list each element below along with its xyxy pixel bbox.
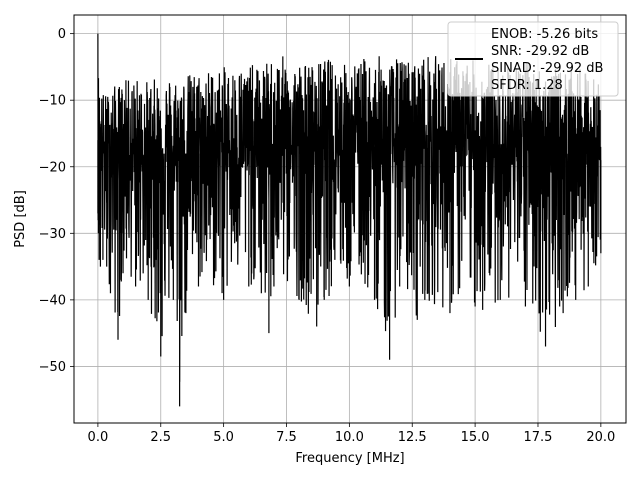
legend-entry-snr: SNR: -29.92 dB [491, 44, 589, 59]
x-tick-label: 10.0 [335, 430, 364, 445]
x-tick-label: 7.5 [276, 430, 297, 445]
x-tick-label: 17.5 [524, 430, 553, 445]
y-tick-label: −20 [39, 160, 66, 175]
x-tick-label: 2.5 [150, 430, 171, 445]
legend: ENOB: -5.26 bits SNR: -29.92 dB SINAD: -… [447, 21, 619, 97]
y-tick-label: −40 [39, 293, 66, 308]
legend-entry-sinad: SINAD: -29.92 dB [491, 61, 603, 76]
x-tick-label: 0.0 [88, 430, 109, 445]
x-axis-ticks: 0.0 2.5 5.0 7.5 10.0 12.5 15.0 17.5 20.0 [88, 423, 615, 445]
y-tick-label: 0 [58, 27, 66, 42]
y-axis-label: PSD [dB] [13, 190, 28, 248]
psd-series [97, 33, 602, 407]
x-tick-label: 5.0 [213, 430, 234, 445]
y-tick-label: −30 [39, 227, 66, 242]
y-tick-label: −10 [39, 94, 66, 109]
y-axis-ticks: 0 −10 −20 −30 −40 −50 [39, 27, 74, 375]
x-tick-label: 15.0 [461, 430, 490, 445]
psd-trace [97, 33, 602, 407]
plot-area-frame [73, 14, 627, 424]
x-tick-label: 20.0 [586, 430, 615, 445]
x-axis-label: Frequency [MHz] [295, 451, 404, 466]
legend-box [447, 21, 619, 97]
x-tick-label: 12.5 [398, 430, 427, 445]
y-tick-label: −50 [39, 360, 66, 375]
legend-entry-enob: ENOB: -5.26 bits [491, 27, 598, 42]
legend-entry-sfdr: SFDR: 1.28 [491, 78, 563, 93]
